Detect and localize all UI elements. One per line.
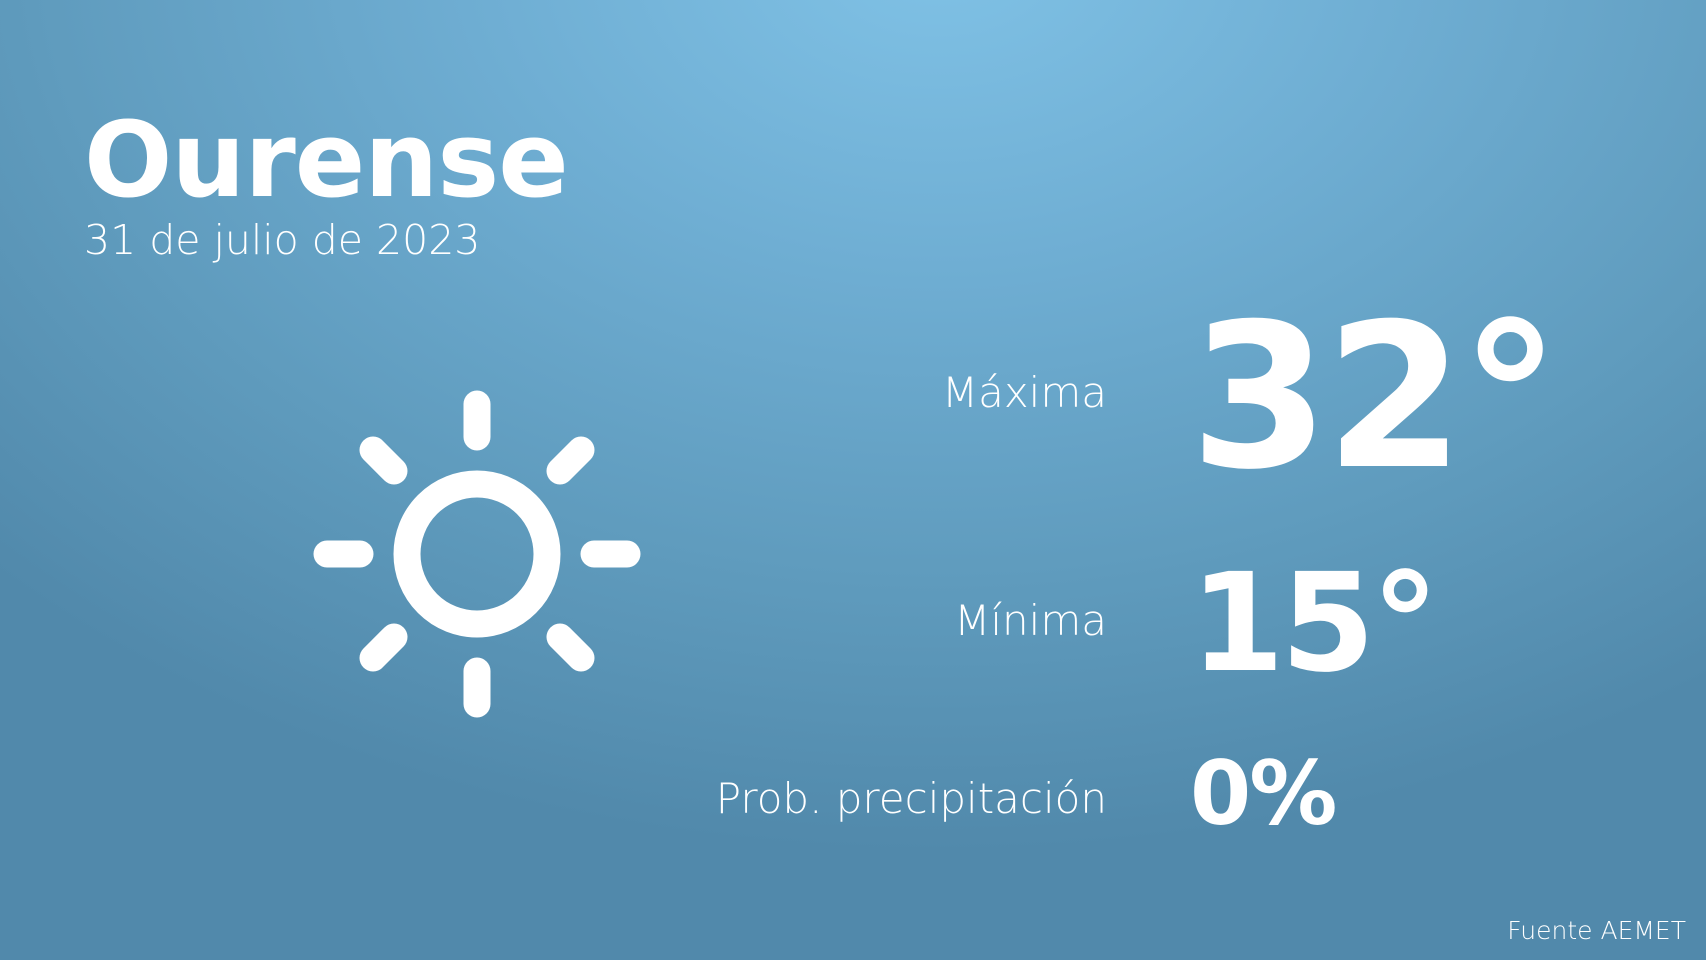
forecast-date: 31 de julio de 2023 <box>84 216 481 264</box>
max-temp-value: 32° <box>1190 281 1560 514</box>
min-temp-label: Mínima <box>954 596 1107 645</box>
min-temp-value: 15° <box>1190 545 1439 703</box>
precip-prob-value: 0% <box>1190 742 1337 845</box>
precip-prob-label: Prob. precipitación <box>715 774 1107 823</box>
source-credit: Fuente AEMET <box>1507 916 1686 945</box>
city-title: Ourense <box>84 99 569 221</box>
max-temp-label: Máxima <box>941 368 1107 417</box>
sun-icon <box>313 390 641 718</box>
